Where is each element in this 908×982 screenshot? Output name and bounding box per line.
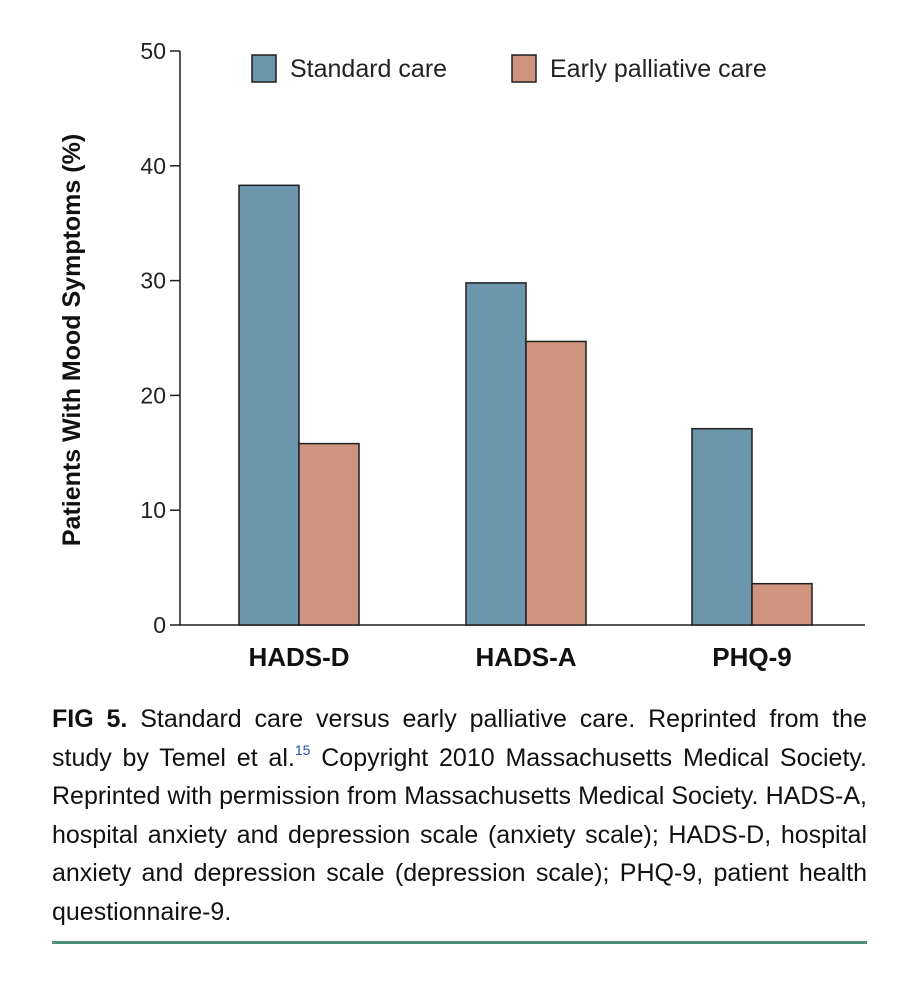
caption-text-1: Standard care versus early palliative ca… bbox=[52, 705, 867, 772]
bar-early-palliative-care-hads-d bbox=[298, 442, 360, 626]
bar-early-palliative-care-hads-a bbox=[525, 340, 587, 626]
figure-caption: FIG 5. Standard care versus early pallia… bbox=[52, 700, 867, 931]
y-tick-label: 0 bbox=[153, 612, 166, 638]
caption-text-2: Copyright 2010 Massachusetts Medical Soc… bbox=[52, 743, 867, 926]
chart-legend: Standard care Early palliative care bbox=[251, 54, 767, 83]
x-tick-label: HADS-D bbox=[248, 642, 349, 672]
legend-swatch-standard-care bbox=[251, 54, 277, 83]
y-tick-label: 40 bbox=[140, 153, 166, 179]
chart-axes: 0 10 20 30 40 50 HADS-D HADS-A PHQ-9 bbox=[140, 38, 865, 672]
bar-standard-care-hads-a bbox=[465, 282, 527, 626]
y-tick-label: 20 bbox=[140, 382, 166, 408]
bar-standard-care-hads-d bbox=[238, 184, 300, 626]
y-axis-label: Patients With Mood Symptoms (%) bbox=[58, 134, 86, 546]
legend-label-early-palliative-care: Early palliative care bbox=[550, 55, 767, 83]
legend-swatch-early-palliative-care bbox=[511, 54, 537, 83]
chart-bars bbox=[238, 184, 813, 626]
y-tick-label: 50 bbox=[140, 38, 166, 64]
legend-label-standard-care: Standard care bbox=[290, 55, 447, 83]
x-tick-label: PHQ-9 bbox=[712, 642, 791, 672]
y-tick-label: 30 bbox=[140, 268, 166, 294]
x-tick-label: HADS-A bbox=[475, 642, 576, 672]
bar-early-palliative-care-phq-9 bbox=[751, 582, 813, 626]
reference-superscript: 15 bbox=[294, 741, 311, 758]
bottom-rule bbox=[52, 941, 867, 944]
bar-standard-care-phq-9 bbox=[691, 427, 753, 626]
figure-label: FIG 5. bbox=[52, 705, 128, 733]
bar-chart: 0 10 20 30 40 50 HADS-D HADS-A PHQ-9 Standard ca… bbox=[58, 38, 865, 672]
y-tick-label: 10 bbox=[140, 497, 166, 523]
